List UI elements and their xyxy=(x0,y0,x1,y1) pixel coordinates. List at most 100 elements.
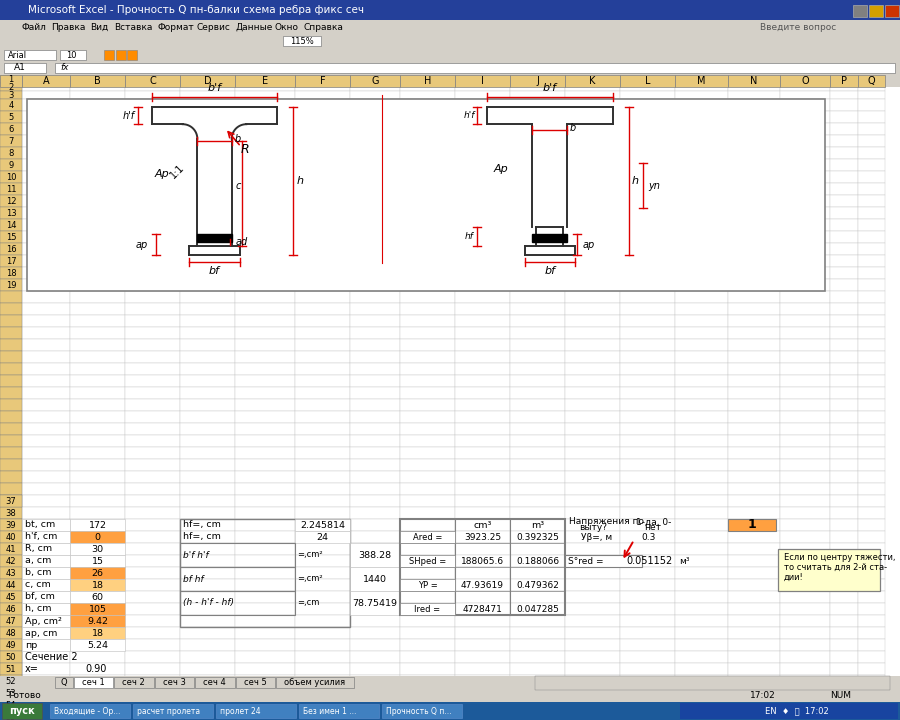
Bar xyxy=(70,555,125,567)
Bar xyxy=(0,688,900,702)
Bar xyxy=(235,75,295,83)
Bar xyxy=(236,677,275,688)
Bar xyxy=(728,291,780,303)
Bar xyxy=(0,567,22,579)
Bar xyxy=(180,663,235,675)
Bar xyxy=(780,183,830,195)
Bar xyxy=(675,567,728,579)
Bar xyxy=(70,663,125,675)
Bar xyxy=(125,423,180,435)
Bar xyxy=(565,291,620,303)
Text: Готово: Готово xyxy=(8,690,40,700)
Bar xyxy=(858,435,885,447)
Bar xyxy=(22,339,70,351)
Bar xyxy=(235,687,295,699)
Text: H: H xyxy=(424,76,431,86)
Bar xyxy=(400,243,455,255)
Bar xyxy=(350,459,400,471)
Bar xyxy=(620,687,675,699)
Bar xyxy=(455,555,510,567)
Bar xyxy=(675,99,728,111)
Bar xyxy=(780,339,830,351)
Bar xyxy=(125,519,180,531)
Text: то считать для 2-й ста-: то считать для 2-й ста- xyxy=(784,562,887,572)
Bar xyxy=(858,255,885,267)
Bar xyxy=(235,91,295,99)
Bar xyxy=(830,279,858,291)
Bar xyxy=(830,471,858,483)
Bar xyxy=(55,677,73,688)
Bar xyxy=(780,171,830,183)
Bar xyxy=(70,651,125,663)
Bar xyxy=(350,363,400,375)
Bar xyxy=(830,627,858,639)
Bar xyxy=(455,567,510,579)
Bar xyxy=(125,459,180,471)
Bar xyxy=(565,339,620,351)
Text: b'f h'f: b'f h'f xyxy=(183,551,209,559)
Bar xyxy=(565,603,620,615)
Bar xyxy=(455,255,510,267)
Bar xyxy=(565,411,620,423)
Bar xyxy=(22,543,70,555)
Bar xyxy=(22,267,70,279)
Bar xyxy=(180,423,235,435)
Bar xyxy=(675,579,728,591)
Bar xyxy=(382,704,462,718)
Bar xyxy=(510,207,565,219)
Bar xyxy=(675,231,728,243)
Bar xyxy=(400,75,455,83)
Bar xyxy=(400,543,455,555)
Bar xyxy=(350,75,400,87)
Bar xyxy=(510,411,565,423)
Bar xyxy=(620,435,675,447)
Bar xyxy=(60,50,86,60)
Bar xyxy=(276,677,354,688)
Bar xyxy=(565,183,620,195)
Bar xyxy=(400,111,455,123)
Bar xyxy=(675,327,728,339)
Bar xyxy=(180,411,235,423)
Bar xyxy=(0,267,22,279)
Bar xyxy=(235,327,295,339)
Bar xyxy=(0,20,900,34)
Bar xyxy=(235,483,295,495)
Bar xyxy=(350,675,400,687)
Bar xyxy=(675,591,728,603)
Text: 7: 7 xyxy=(8,137,14,145)
Bar xyxy=(0,111,22,123)
Bar xyxy=(0,579,22,591)
Bar xyxy=(295,411,350,423)
Bar xyxy=(104,50,114,60)
Bar xyxy=(235,375,295,387)
Bar xyxy=(22,399,70,411)
Bar xyxy=(728,147,780,159)
Bar xyxy=(235,495,295,507)
Text: 53: 53 xyxy=(5,688,16,698)
Bar xyxy=(22,627,70,639)
Text: 30: 30 xyxy=(92,544,104,554)
Text: C: C xyxy=(149,76,156,86)
Bar xyxy=(235,459,295,471)
Bar xyxy=(70,255,125,267)
Bar xyxy=(455,687,510,699)
Text: hf: hf xyxy=(465,233,473,241)
Bar xyxy=(455,387,510,399)
Text: 19: 19 xyxy=(5,281,16,289)
Bar xyxy=(455,91,510,99)
Text: 38: 38 xyxy=(5,508,16,518)
Bar xyxy=(125,159,180,171)
Bar xyxy=(295,495,350,507)
Bar xyxy=(830,591,858,603)
Bar xyxy=(728,567,780,579)
Text: 40: 40 xyxy=(5,533,16,541)
Bar xyxy=(70,291,125,303)
Bar xyxy=(728,207,780,219)
Bar xyxy=(125,75,180,83)
Bar xyxy=(510,339,565,351)
Bar xyxy=(235,123,295,135)
Text: D: D xyxy=(203,76,212,86)
Bar xyxy=(780,147,830,159)
Text: 78.75419: 78.75419 xyxy=(353,598,398,608)
Bar xyxy=(295,315,350,327)
